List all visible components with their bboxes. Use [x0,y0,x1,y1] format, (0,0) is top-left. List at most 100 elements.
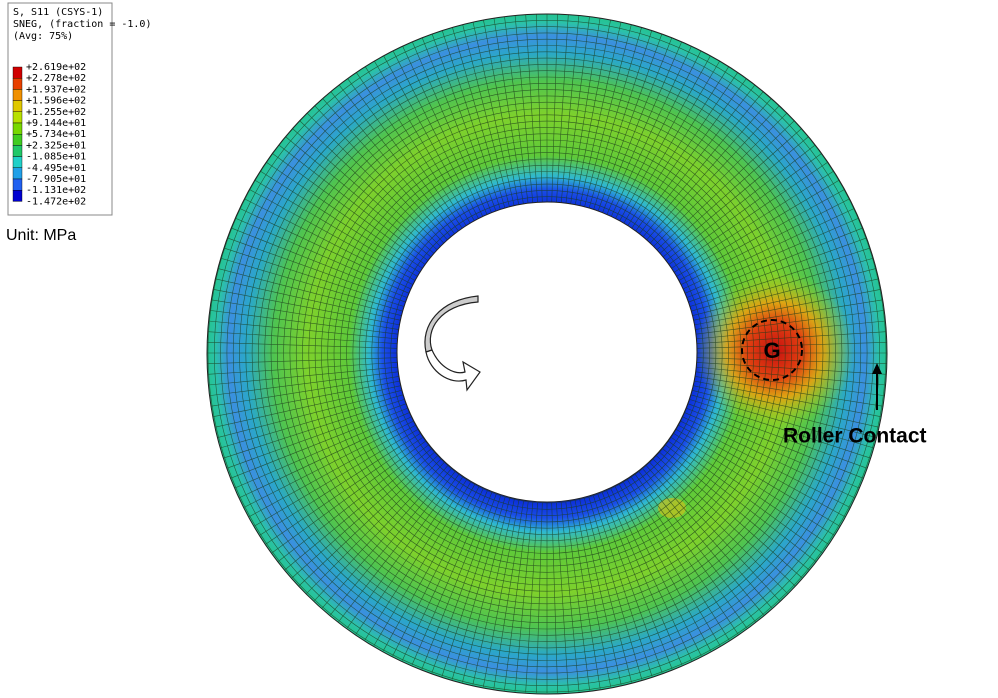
legend-value: +2.278e+02 [26,73,86,84]
mesh-spoke [619,484,712,652]
legend-swatch [12,100,23,112]
mesh-spoke [472,499,515,685]
mesh-spoke [695,376,883,407]
mesh-spoke [662,448,810,570]
mesh-spoke [560,502,580,692]
mesh-spoke [493,501,524,689]
mesh-spoke [597,32,663,212]
mesh-spoke [346,474,460,629]
mesh [207,14,887,693]
mesh-spoke [504,501,529,691]
mesh-spoke [662,136,810,258]
mesh-spoke [254,179,419,277]
mesh-spoke [504,15,529,205]
mesh-spoke [551,502,558,693]
mesh-spoke [226,237,406,303]
mesh-spoke [355,71,463,230]
mesh-spoke [579,21,622,207]
mesh-spoke [614,486,702,657]
mesh-spoke [570,501,601,689]
mesh-spoke [207,331,398,344]
legend-swatch [12,189,23,202]
mesh-spoke [212,288,400,326]
mesh-spoke [209,310,399,335]
mesh-spoke [584,498,632,683]
mesh-spoke [579,499,622,685]
mesh-spoke [215,278,401,321]
mesh-spoke [696,357,887,364]
mesh-spoke [675,179,840,277]
mesh-spoke [684,217,860,294]
mesh-spoke [693,385,879,428]
mesh-spoke [314,104,445,244]
mesh-spoke [462,23,510,208]
mesh-spoke [686,407,864,479]
mesh-spoke [338,84,456,235]
mesh-spoke [441,29,501,211]
mesh-spoke [291,451,435,579]
mesh-spoke [638,471,756,622]
legend-value: +2.619e+02 [26,62,86,73]
mesh-spoke [574,18,612,206]
mesh-spoke [695,371,885,396]
mesh-spoke [694,288,882,326]
contact-label: Roller Contact [783,425,927,448]
mesh-spoke [243,198,414,286]
legend-value: +9.144e+01 [26,118,86,129]
mesh-spoke [642,468,764,616]
unit-label: Unit: MPa [6,227,76,244]
mesh-spoke [627,479,730,641]
hot-spot [690,257,860,447]
mesh-spoke [688,237,868,303]
mesh-spoke [536,14,543,204]
mesh-spoke [673,433,835,536]
mesh-spoke [298,120,438,251]
mesh-spoke [392,486,480,657]
legend-value: -1.085e+01 [26,152,86,163]
mesh-spoke [649,104,780,244]
mesh-spoke [243,420,414,508]
mesh-spoke [314,462,445,602]
mesh-spoke [209,371,399,396]
mesh-spoke [401,488,484,661]
mesh-spoke [680,198,851,286]
mesh-spoke [692,390,877,438]
mesh-spoke [584,23,632,208]
mesh-spoke [678,425,846,518]
legend-title: S, S11 (CSYS-1) [13,7,103,18]
mesh-spoke [670,437,829,545]
mesh-spoke [570,17,601,205]
mesh-spoke [215,385,401,428]
mesh-spoke [634,474,748,629]
mesh-spoke [220,394,404,449]
mesh-spoke [234,412,410,489]
mesh-spoke [696,331,887,344]
mesh-spoke [306,458,442,594]
mesh-spoke [211,299,399,330]
mesh-spoke [208,320,398,340]
mesh-spoke [689,399,871,459]
mesh-spoke [560,14,580,204]
mesh-spoke [665,444,816,562]
legend-value: +5.734e+01 [26,129,86,140]
mesh-spoke [649,462,780,602]
legend-title: (Avg: 75%) [13,31,73,42]
mesh-spoke [668,152,823,266]
mesh-spoke [230,227,408,299]
mesh-spoke [659,451,803,579]
marker-label: G [763,338,780,363]
mesh-spoke [421,36,493,214]
mesh-spoke [551,14,558,204]
mesh-spoke [234,217,410,294]
mesh-spoke [565,15,590,205]
legend-swatch [12,156,23,169]
mesh-spoke [364,479,467,641]
mesh-spoke [373,481,471,646]
mesh-spoke [682,416,855,499]
mesh-spoke [565,501,590,691]
legend-swatch [12,111,23,124]
mesh-spoke [364,65,467,227]
mesh-spoke [284,448,432,570]
mesh-spoke [278,444,429,562]
legend-value: +1.596e+02 [26,96,86,107]
